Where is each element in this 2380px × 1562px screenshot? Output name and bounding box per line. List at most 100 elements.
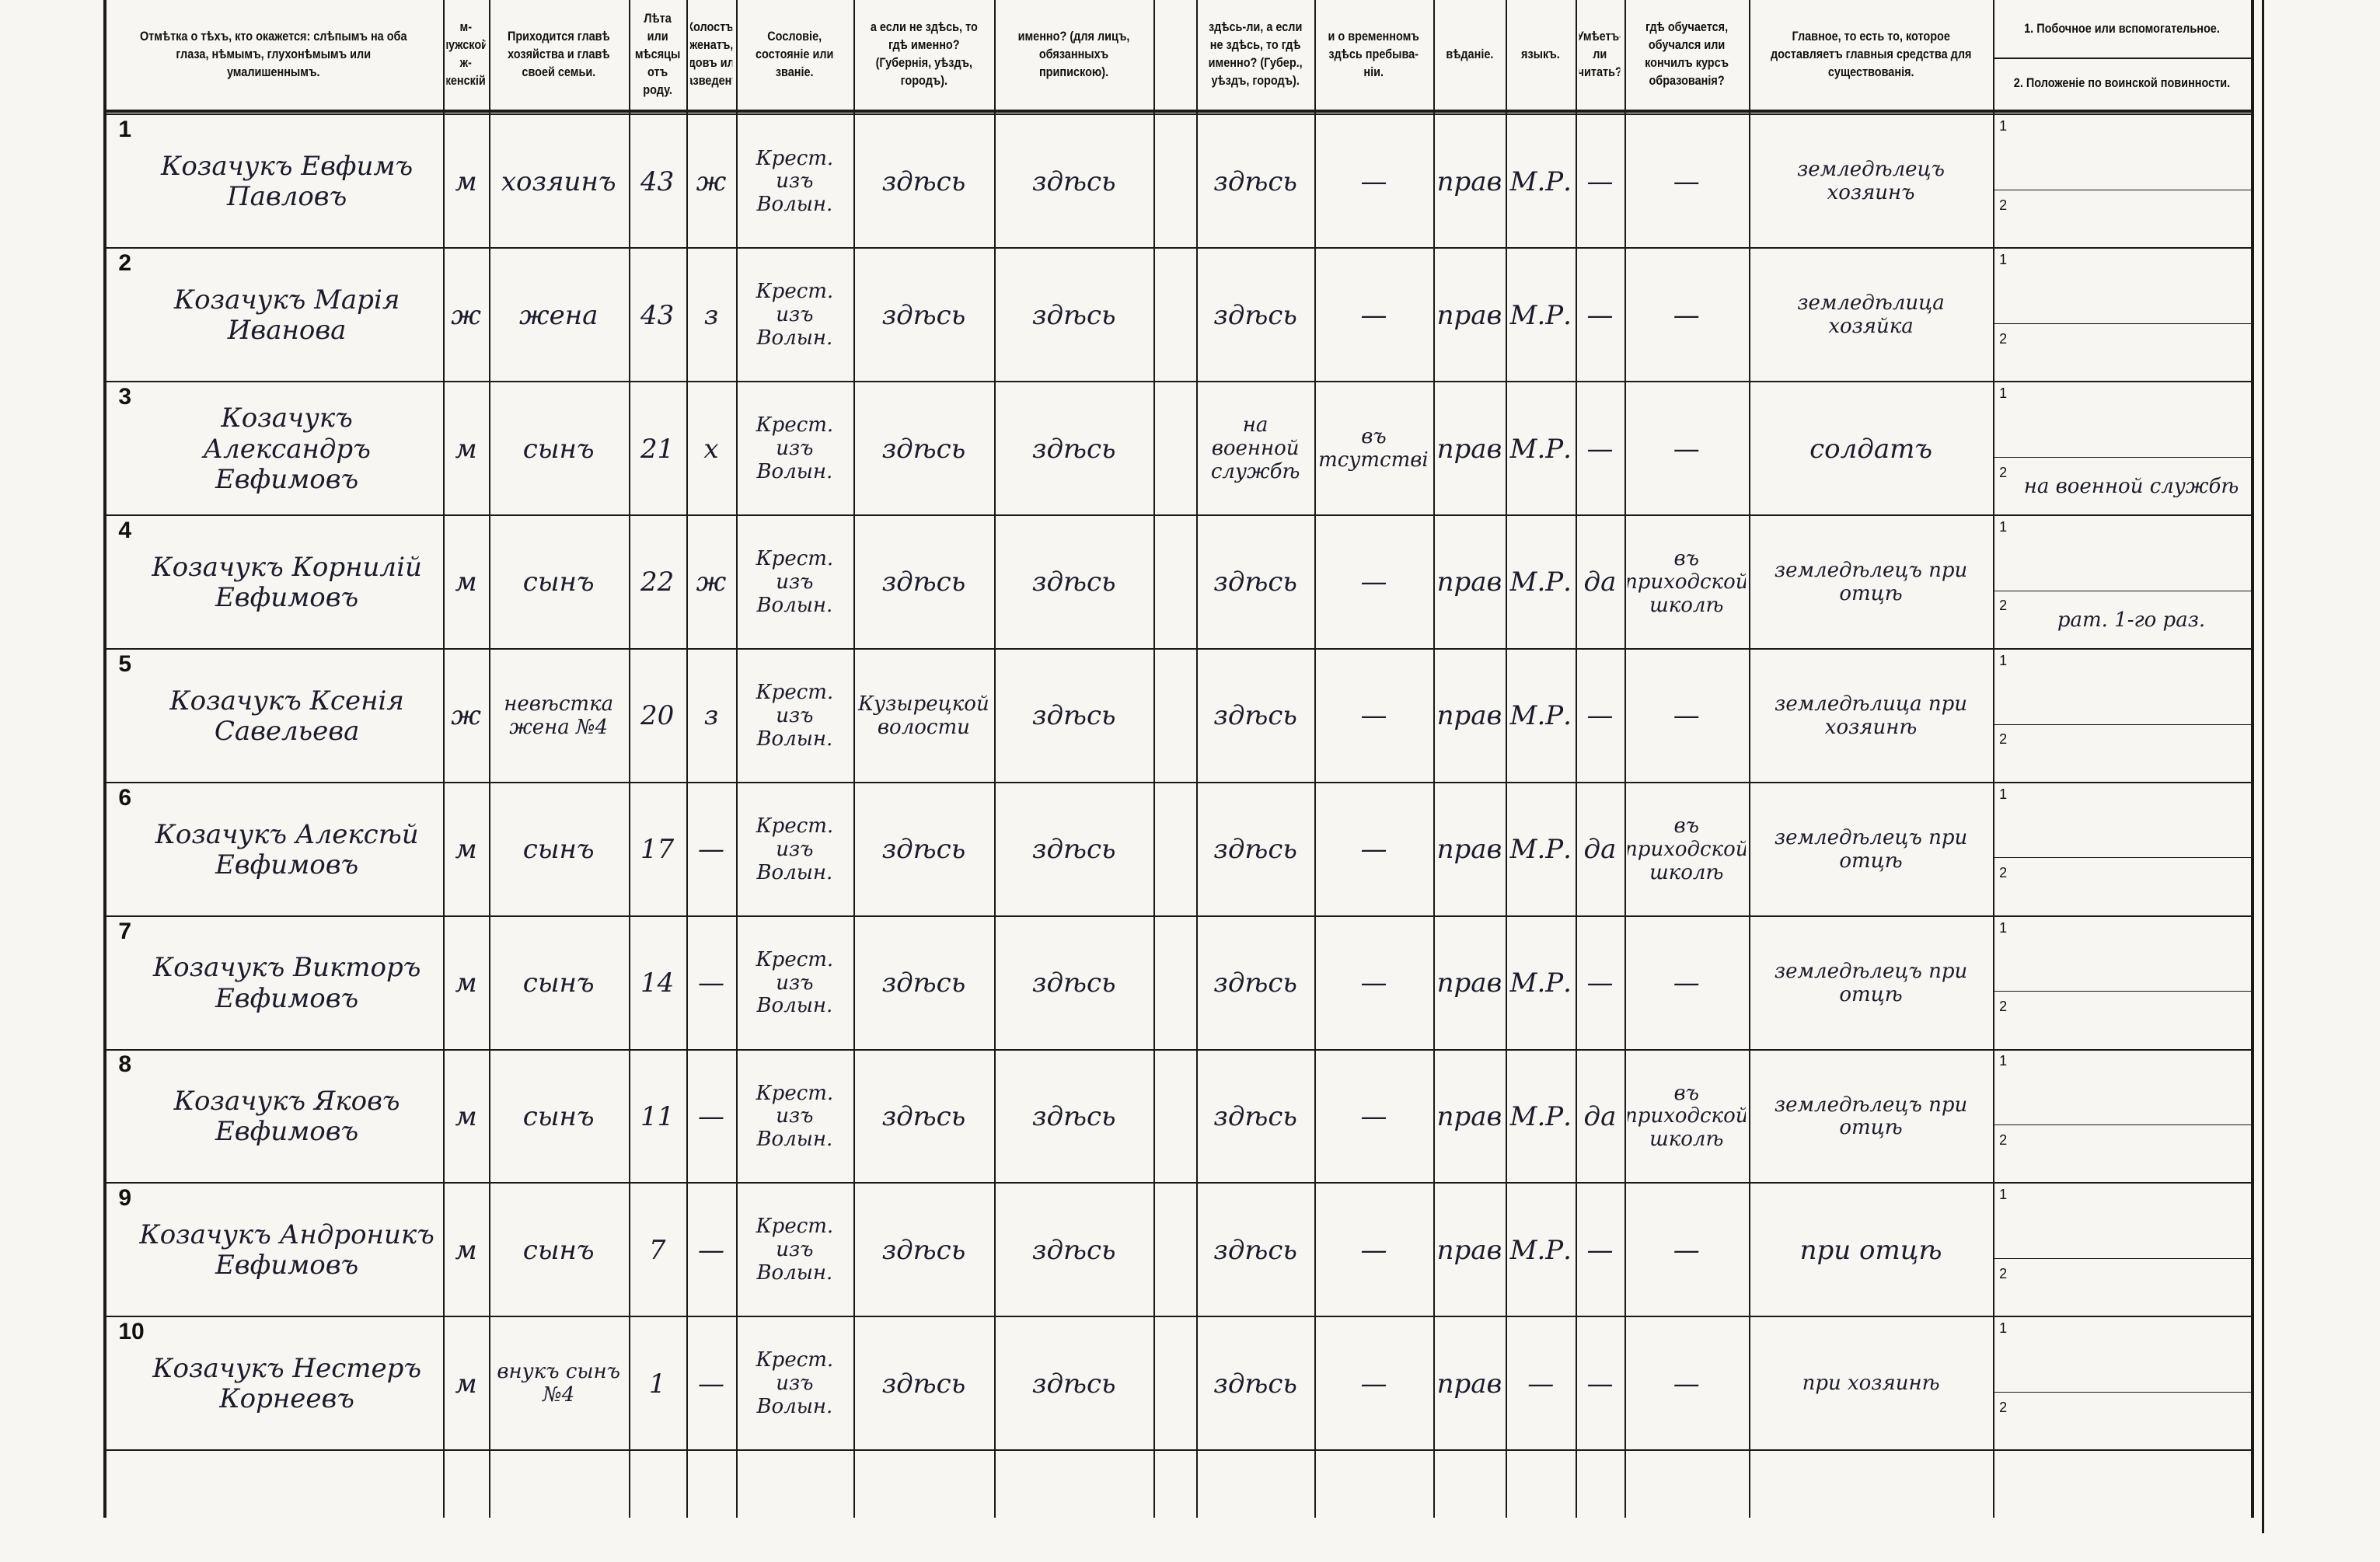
handwritten-religion: прав: [1436, 433, 1502, 465]
handwritten-residence: здѣсь: [1213, 567, 1297, 598]
handwritten-occupation: земледѣлецъ при отцѣ: [1774, 1093, 1968, 1140]
column-rule: [1748, 0, 1750, 1518]
handwritten-occupation: при отцѣ: [1799, 1234, 1942, 1266]
handwritten-occupation: при хозяинѣ: [1802, 1372, 1940, 1396]
sub-rule: [1993, 323, 2252, 324]
handwritten-registered: здѣсь: [1031, 700, 1116, 732]
handwritten-education: —: [1673, 967, 1700, 999]
row-rule: [103, 247, 2252, 249]
handwritten-language: М.Р.: [1509, 299, 1572, 331]
row-rule: [103, 1316, 2252, 1318]
handwritten-registered: здѣсь: [1031, 299, 1116, 331]
row-number: 8: [118, 1051, 132, 1078]
row-rule: [103, 1449, 2252, 1452]
row-rule: [103, 781, 2252, 783]
handwritten-education: —: [1673, 1234, 1700, 1266]
sub-label: 1: [1999, 652, 2008, 668]
handwritten-estate: Крест. изъ Волын.: [756, 1081, 834, 1152]
handwritten-marital: х: [703, 433, 719, 465]
handwritten-language: М.Р.: [1509, 166, 1572, 197]
sub-label: 2: [1999, 999, 2008, 1015]
page-edge: [2261, 0, 2264, 1533]
handwritten-registered: здѣсь: [1031, 967, 1116, 999]
handwritten-religion: прав: [1436, 967, 1502, 999]
handwritten-literacy: да: [1583, 1100, 1617, 1132]
handwritten-temporary: —: [1360, 1234, 1387, 1266]
row-number: 10: [118, 1319, 145, 1345]
handwritten-registered: здѣсь: [1031, 1100, 1116, 1132]
sub-rule: [1993, 1124, 2252, 1126]
handwritten-literacy: —: [1586, 1368, 1614, 1400]
handwritten-religion: прав: [1436, 1368, 1502, 1400]
handwritten-residence: на военной службѣ: [1210, 413, 1300, 484]
row-number: 9: [118, 1185, 132, 1212]
column-header: вѣданіе.: [1445, 46, 1494, 61]
handwritten-sex: м: [455, 433, 477, 465]
handwritten-religion: прав: [1436, 166, 1502, 197]
handwritten-language: —: [1527, 1368, 1555, 1400]
handwritten-relation: хозяинъ: [501, 166, 616, 197]
handwritten-education: въ приходской школѣ: [1627, 814, 1746, 884]
sub-label: 2: [1999, 330, 2008, 347]
handwritten-temporary: —: [1360, 967, 1387, 999]
handwritten-religion: прав: [1436, 299, 1502, 331]
handwritten-sex: ж: [451, 299, 481, 331]
handwritten-birthplace: здѣсь: [881, 166, 966, 197]
handwritten-education: въ приходской школѣ: [1627, 547, 1746, 617]
handwritten-residence: здѣсь: [1213, 1234, 1297, 1266]
handwritten-literacy: —: [1586, 1234, 1614, 1266]
sub-label: 2: [1999, 731, 2008, 748]
column-rule: [1624, 0, 1626, 1518]
handwritten-estate: Крест. изъ Волын.: [756, 814, 834, 884]
handwritten-education: —: [1673, 299, 1700, 331]
row-number: 6: [118, 784, 132, 811]
handwritten-language: М.Р.: [1509, 700, 1572, 732]
handwritten-language: М.Р.: [1509, 1234, 1572, 1266]
handwritten-military: рат. 1-го раз.: [2057, 608, 2206, 632]
handwritten-name: Козачукъ Евфимъ Павловъ: [161, 151, 414, 213]
handwritten-sex: м: [455, 834, 477, 866]
column-header: Умѣетъ-ли читать?: [1579, 28, 1621, 79]
handwritten-name: Козачукъ Яковъ Евфимовъ: [173, 1086, 400, 1148]
column-header: 2. Положеніе по воинской повинности.: [2014, 75, 2231, 90]
handwritten-name: Козачукъ Марія Иванова: [173, 284, 400, 347]
handwritten-age: 11: [640, 1100, 675, 1132]
handwritten-relation: внукъ сынъ №4: [497, 1360, 621, 1407]
sub-label: 1: [1999, 1320, 2008, 1337]
column-rule: [443, 0, 445, 1518]
sub-label: 2: [1999, 1265, 2008, 1281]
handwritten-age: 1: [648, 1368, 666, 1400]
handwritten-name: Козачукъ Алексѣй Евфимовъ: [155, 818, 419, 880]
handwritten-marital: —: [697, 967, 724, 999]
row-number: 4: [118, 517, 132, 543]
column-rule: [488, 0, 490, 1518]
handwritten-name: Козачукъ Александръ Евфимовъ: [203, 403, 371, 495]
sub-rule: [1993, 1391, 2252, 1393]
sub-rule: [1993, 1258, 2252, 1260]
handwritten-temporary: —: [1360, 166, 1387, 197]
handwritten-temporary: —: [1360, 700, 1387, 732]
handwritten-marital: ж: [696, 567, 727, 598]
handwritten-age: 7: [648, 1234, 666, 1266]
column-rule: [1153, 0, 1156, 1518]
handwritten-age: 21: [640, 433, 675, 465]
sub-label: 1: [1999, 518, 2008, 535]
header-split: [1993, 58, 2252, 60]
column-header: Приходится главѣ хозяйства и главѣ своей…: [507, 28, 610, 79]
column-rule: [1576, 0, 1578, 1518]
column-header: именно? (для лицъ, обязанныхъ припискою)…: [1017, 28, 1130, 79]
handwritten-name: Козачукъ Андроникъ Евфимовъ: [139, 1219, 434, 1281]
handwritten-age: 22: [640, 567, 675, 598]
handwritten-birthplace: Кузырецкой волости: [858, 692, 989, 739]
row-number: 7: [118, 918, 132, 944]
sub-label: 1: [1999, 118, 2008, 134]
handwritten-birthplace: здѣсь: [881, 1368, 966, 1400]
handwritten-literacy: да: [1583, 834, 1617, 866]
handwritten-marital: —: [697, 1234, 724, 1266]
column-header: м-мужской. ж-женскій.: [447, 19, 486, 89]
sub-label: 2: [1999, 1131, 2008, 1148]
row-rule: [103, 381, 2252, 383]
handwritten-language: М.Р.: [1509, 834, 1572, 866]
handwritten-occupation: земледѣлецъ хозяинъ: [1797, 158, 1945, 205]
